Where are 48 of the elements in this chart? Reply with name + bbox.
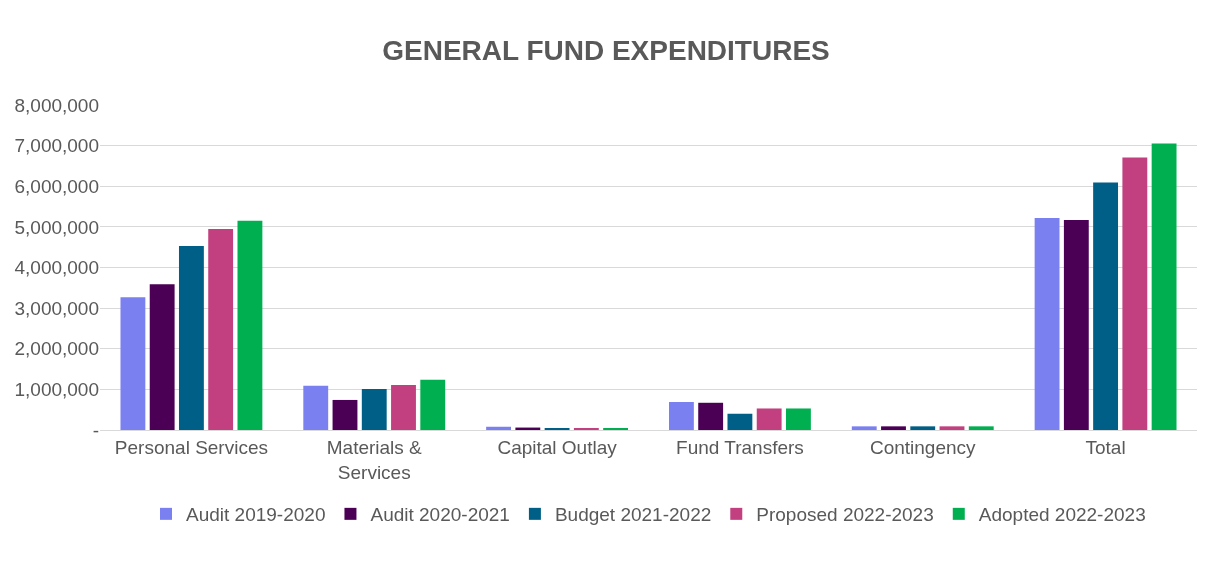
y-tick-label: 2,000,000 (14, 338, 99, 360)
bar (1122, 157, 1148, 430)
x-tick-label: Personal Services (114, 436, 268, 458)
y-tick-label: 6,000,000 (14, 175, 99, 197)
y-tick-label: 3,000,000 (14, 297, 99, 319)
legend-label: Adopted 2022-2023 (978, 504, 1146, 526)
bar (391, 384, 416, 430)
bar (178, 245, 204, 430)
y-tick-label: - (92, 419, 99, 441)
x-tick-label: Materials & Services (326, 436, 423, 483)
bar (303, 385, 329, 430)
bar (420, 379, 446, 430)
y-tick-label: 5,000,000 (14, 216, 99, 238)
bar (332, 399, 358, 430)
y-tick-label: 1,000,000 (14, 379, 99, 401)
x-tick-label: Capital Outlay (497, 436, 618, 458)
y-tick-label: 8,000,000 (14, 94, 99, 116)
legend-label: Audit 2020-2021 (370, 504, 510, 526)
y-tick-label: 4,000,000 (14, 257, 99, 279)
x-tick-label: Total (1085, 436, 1126, 458)
bar (149, 284, 175, 430)
bar (208, 228, 234, 430)
bar (1093, 182, 1119, 430)
bar (544, 427, 570, 430)
legend-label: Proposed 2022-2023 (756, 504, 934, 526)
y-tick-label: 7,000,000 (14, 135, 99, 157)
x-tick-label: Contingency (869, 436, 977, 458)
bar (881, 426, 906, 430)
bar (968, 426, 994, 430)
chart-title: GENERAL FUND EXPENDITURES (382, 34, 830, 66)
bar (851, 426, 877, 430)
bar (939, 426, 965, 430)
bar (698, 402, 724, 430)
bar (785, 408, 811, 430)
bar (361, 388, 387, 430)
x-tick-label: Fund Transfers (676, 436, 804, 458)
bar (1063, 219, 1089, 430)
bar (486, 426, 512, 430)
bar (727, 413, 753, 430)
bar (1151, 143, 1177, 430)
legend-label: Budget 2021-2022 (554, 504, 712, 526)
bar (668, 401, 694, 430)
bar (1034, 217, 1060, 430)
bar (910, 426, 936, 430)
legend-label: Audit 2019-2020 (186, 504, 326, 526)
bar (756, 408, 782, 430)
bar (120, 297, 146, 430)
bar (237, 220, 263, 430)
